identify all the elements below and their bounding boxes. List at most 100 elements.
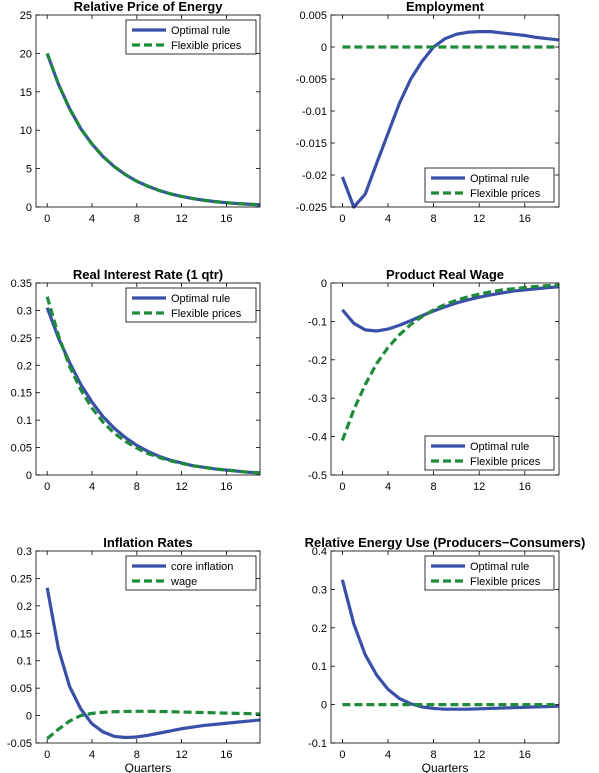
- y-tick-label: 20: [20, 48, 32, 60]
- axes-frame: [35, 550, 261, 744]
- axes-frame: [35, 282, 261, 476]
- y-tick-label: 0.15: [11, 388, 32, 400]
- legend: core inflation wage: [125, 555, 257, 591]
- series-line-secondary: [46, 709, 261, 740]
- series-line-primary: [340, 30, 560, 209]
- legend-entry-label: Optimal rule: [470, 173, 529, 185]
- x-tick-label: 4: [385, 481, 391, 493]
- x-tick-label: 16: [519, 481, 531, 493]
- chart-title: Relative Price of Energy: [74, 0, 224, 14]
- y-tick-label: 0.2: [312, 623, 327, 635]
- x-tick-label: 12: [473, 481, 485, 493]
- legend-box: [125, 19, 257, 55]
- y-tick-label: 0.2: [17, 601, 32, 613]
- y-tick-label: -0.2: [308, 355, 327, 367]
- x-tick-label: 8: [431, 213, 437, 225]
- y-tick-label: 0: [321, 700, 327, 712]
- chart-panel-2: 0 4 8 12 16 -0.025 -0.02 -0.015 -0.01 -0.005 0 0.00…: [296, 0, 560, 225]
- chart-panel-4: 0 4 8 12 16 -0.5 -0.4 -0.3 -0.2 -0.1 0 Product Real…: [308, 267, 560, 493]
- y-tick-label: 0.05: [11, 683, 32, 695]
- x-tick-label: 0: [44, 749, 50, 761]
- legend-entry-label: Optimal rule: [470, 561, 529, 573]
- x-tick-label: 8: [134, 213, 140, 225]
- x-axis-label: Quarters: [422, 761, 469, 773]
- y-tick-label: -0.3: [308, 393, 327, 405]
- x-tick-label: 12: [175, 749, 187, 761]
- x-tick-label: 0: [339, 749, 345, 761]
- y-tick-label: -0.025: [296, 202, 327, 214]
- legend-box: [424, 555, 555, 591]
- legend: Optimal rule Flexible prices: [125, 19, 257, 55]
- y-tick-label: 0.1: [312, 661, 327, 673]
- y-tick-label: 0.3: [312, 584, 327, 596]
- y-tick-label: 0.2: [17, 360, 32, 372]
- chart-title: Relative Energy Use (Producers−Consumers…: [305, 535, 586, 550]
- y-tick-label: 0.4: [312, 546, 327, 558]
- y-tick-label: 0.25: [11, 333, 32, 345]
- y-tick-label: -0.4: [308, 432, 327, 444]
- y-tick-label: 0: [26, 470, 32, 482]
- chart-title: Product Real Wage: [386, 267, 504, 282]
- series-line-primary: [340, 579, 560, 711]
- y-tick-label: -0.1: [308, 316, 327, 328]
- x-tick-label: 0: [339, 481, 345, 493]
- legend-entry-label: Flexible prices: [470, 456, 541, 468]
- series-line-primary: [45, 307, 261, 475]
- legend-entry-label: Flexible prices: [470, 188, 541, 200]
- series-line-primary: [341, 285, 560, 333]
- x-tick-label: 16: [519, 749, 531, 761]
- series-line-primary: [45, 52, 261, 207]
- x-tick-label: 4: [89, 213, 95, 225]
- y-tick-label: -0.005: [296, 74, 327, 86]
- x-tick-label: 8: [134, 749, 140, 761]
- chart-title: Real Interest Rate (1 qtr): [73, 267, 223, 282]
- y-tick-label: 0.3: [17, 305, 32, 317]
- x-tick-label: 16: [220, 481, 232, 493]
- series-line-primary: [45, 587, 261, 740]
- y-tick-label: -0.05: [7, 738, 32, 750]
- y-tick-label: 10: [20, 125, 32, 137]
- x-tick-label: 12: [473, 749, 485, 761]
- legend-entry-label: wage: [170, 576, 197, 588]
- y-tick-label: 0.3: [17, 546, 32, 558]
- chart-title: Employment: [406, 0, 485, 14]
- axes-frame: [330, 550, 560, 744]
- legend-entry-label: Optimal rule: [470, 441, 529, 453]
- x-tick-label: 8: [134, 481, 140, 493]
- y-tick-label: -0.01: [302, 106, 327, 118]
- chart-title: Inflation Rates: [103, 535, 193, 550]
- legend-box: [424, 435, 555, 471]
- series-line-secondary: [45, 52, 261, 207]
- x-tick-label: 0: [44, 213, 50, 225]
- legend-entry-label: Optimal rule: [171, 25, 230, 37]
- x-tick-label: 12: [175, 481, 187, 493]
- y-tick-label: -0.015: [296, 138, 327, 150]
- legend: Optimal rule Flexible prices: [424, 555, 555, 591]
- x-tick-label: 16: [519, 213, 531, 225]
- chart-panel-1: 0 4 8 12 16 0 5 10 15 20 25 Relative Price of Energ…: [20, 0, 261, 225]
- legend-entry-label: core inflation: [171, 561, 233, 573]
- series-line-secondary: [45, 296, 261, 475]
- y-tick-label: 0: [321, 42, 327, 54]
- y-tick-label: 0.25: [11, 573, 32, 585]
- legend-entry-label: Flexible prices: [171, 40, 242, 52]
- x-axis-label: Quarters: [125, 761, 172, 773]
- x-tick-label: 8: [431, 749, 437, 761]
- series-line-secondary: [340, 283, 560, 441]
- y-tick-label: 0: [26, 711, 32, 723]
- x-tick-label: 4: [385, 213, 391, 225]
- y-tick-label: 0.35: [11, 278, 32, 290]
- y-tick-label: 0.05: [11, 443, 32, 455]
- axes-frame: [35, 14, 261, 208]
- x-tick-label: 16: [220, 213, 232, 225]
- y-tick-label: -0.1: [308, 738, 327, 750]
- legend: Optimal rule Flexible prices: [424, 167, 555, 203]
- y-tick-label: -0.5: [308, 470, 327, 482]
- x-tick-label: 12: [175, 213, 187, 225]
- y-tick-label: -0.02: [302, 170, 327, 182]
- y-tick-label: 5: [26, 164, 32, 176]
- x-tick-label: 4: [385, 749, 391, 761]
- y-tick-label: 0.15: [11, 628, 32, 640]
- x-tick-label: 16: [220, 749, 232, 761]
